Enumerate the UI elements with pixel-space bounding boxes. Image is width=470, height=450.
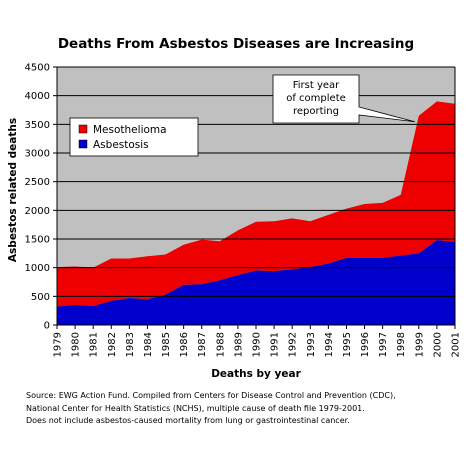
area-series (57, 101, 455, 325)
callout-text-line: reporting (293, 106, 339, 117)
chart-title: Deaths From Asbestos Diseases are Increa… (58, 36, 414, 52)
area-asbestosis (57, 240, 455, 325)
x-tick-label: 1990 (252, 332, 263, 357)
x-tick-label: 1994 (324, 332, 335, 357)
x-tick-label: 1992 (288, 332, 299, 357)
x-tick-label: 1986 (179, 332, 190, 357)
legend-label: Mesothelioma (93, 124, 167, 136)
x-tick-label: 1993 (306, 332, 317, 357)
callout-text-line: of complete (286, 93, 346, 104)
annotation-callout: First year of complete reporting (272, 74, 415, 124)
x-tick-label: 1984 (143, 332, 154, 357)
x-tick-label: 1987 (197, 332, 208, 357)
x-tick-labels: 1979 1980 1981 1982 1983 1984 1985 1986 1987 1988… (53, 332, 462, 357)
x-tick-label: 1983 (125, 332, 136, 357)
y-axis-label: Asbestos related deaths (7, 118, 19, 262)
x-tick-label: 1989 (233, 332, 244, 357)
legend-box (69, 117, 199, 157)
y-tick-label: 500 (31, 292, 50, 303)
x-tick-label: 1985 (161, 332, 172, 357)
x-tick-label: 1995 (342, 332, 353, 357)
x-tick-label: 1980 (71, 332, 82, 357)
y-tick-label: 4000 (25, 91, 50, 102)
legend-swatch (78, 139, 88, 149)
y-tick-label: 4500 (25, 63, 50, 74)
x-axis-label: Deaths by year (211, 368, 301, 380)
source-line: National Center for Health Statistics (N… (26, 403, 365, 413)
y-tick-label: 1500 (25, 235, 50, 246)
y-tick-label: 3500 (25, 120, 50, 131)
x-tick-label: 2000 (432, 332, 443, 357)
y-tick-label: 2000 (25, 206, 50, 217)
x-tick-label: 1979 (53, 332, 64, 357)
x-tick-label: 1999 (414, 332, 425, 357)
x-tick-label: 1982 (107, 332, 118, 357)
y-tick-label: 1000 (25, 263, 50, 274)
x-tick-label: 1991 (270, 332, 281, 357)
axes (53, 66, 456, 329)
legend-label: Asbestosis (93, 139, 149, 151)
x-tick-label: 1998 (396, 332, 407, 357)
callout-bubble (272, 74, 415, 124)
x-tick-label: 2001 (451, 332, 462, 357)
y-tick-label: 2500 (25, 177, 50, 188)
legend-swatch (78, 124, 88, 134)
legend: Mesothelioma Asbestosis (69, 117, 199, 157)
source-line: Source: EWG Action Fund. Compiled from C… (26, 391, 396, 400)
area-mesothelioma (57, 101, 455, 307)
source-note: Source: EWG Action Fund. Compiled from C… (26, 390, 466, 428)
x-tick-label: 1988 (215, 332, 226, 357)
x-tick-label: 1981 (89, 332, 100, 357)
x-tick-label: 1997 (378, 332, 389, 357)
y-tick-label: 0 (44, 321, 50, 332)
y-tick-labels: 0 500 1000 1500 2000 2500 3000 3500 4000 4500 (25, 63, 50, 332)
y-tick-label: 3000 (25, 149, 50, 160)
source-line: Does not include asbestos-caused mortali… (26, 416, 350, 425)
x-tick-label: 1996 (360, 332, 371, 357)
callout-text-line: First year (293, 80, 340, 91)
